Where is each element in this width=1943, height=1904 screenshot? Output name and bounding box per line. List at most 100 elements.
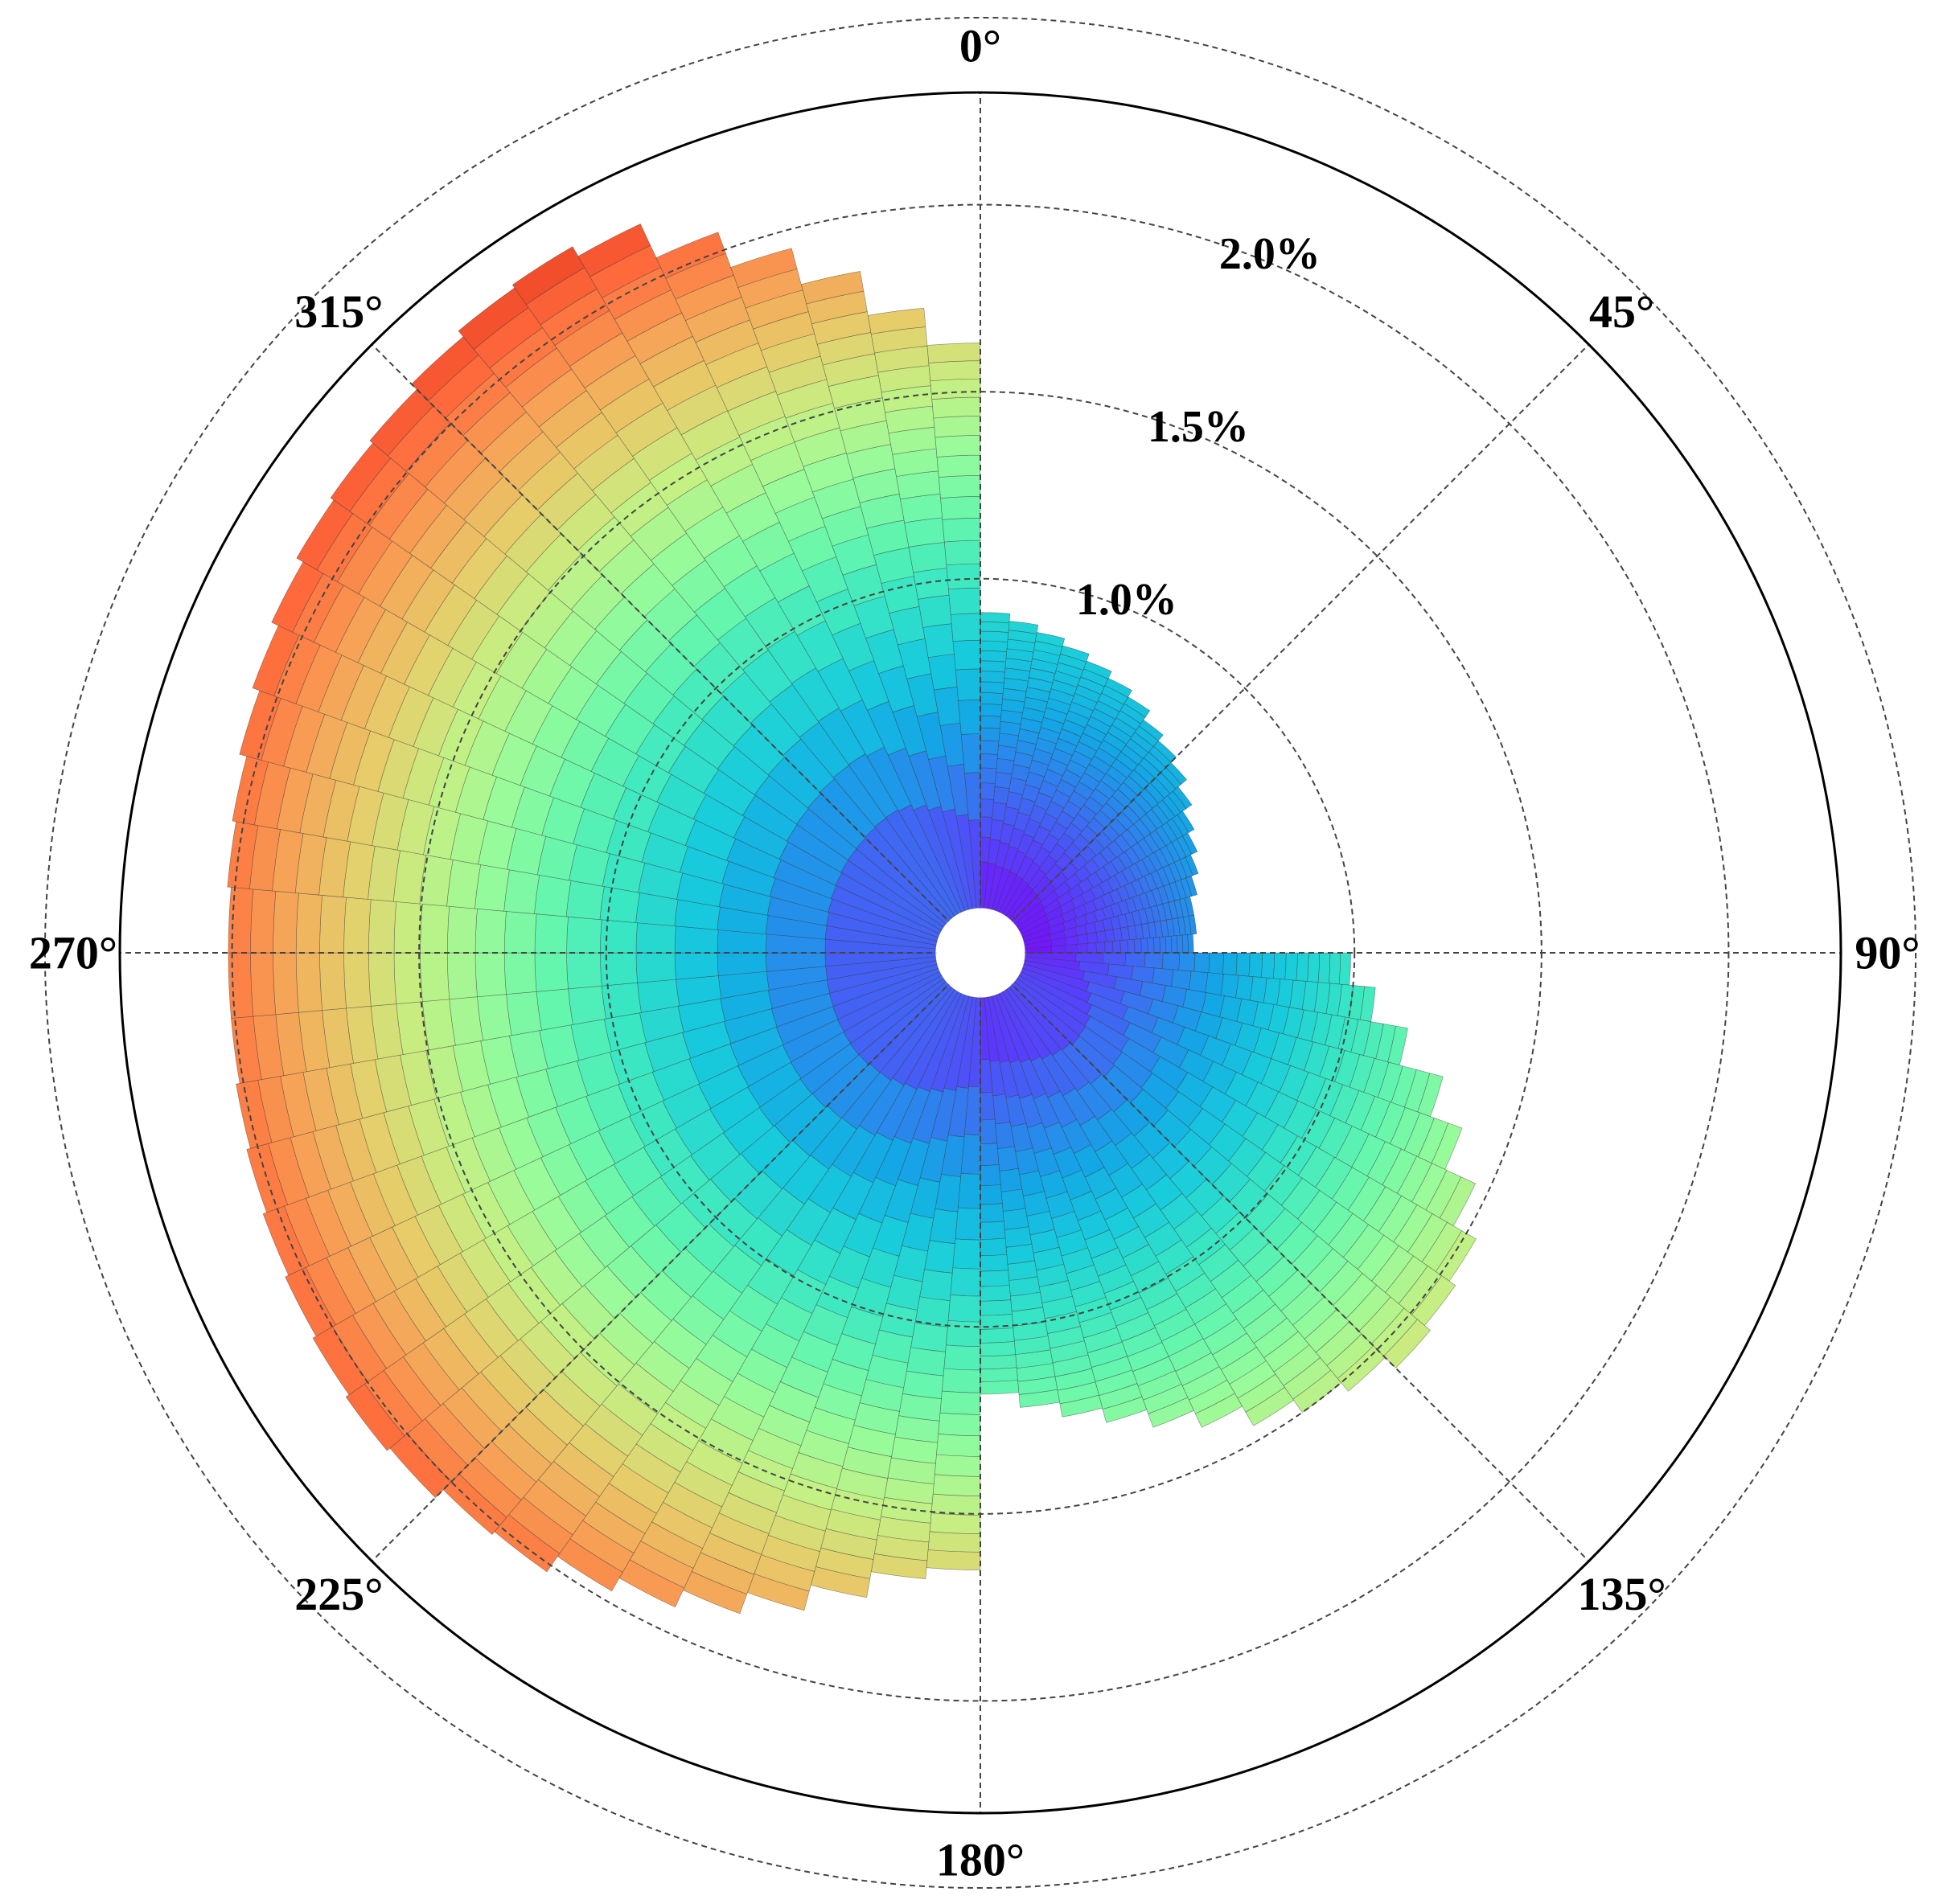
- bar-segment: [1248, 952, 1263, 978]
- bar-segment: [996, 745, 1017, 761]
- bar-segment: [941, 1368, 981, 1393]
- bar-segment: [1193, 952, 1210, 974]
- bar-segment: [950, 613, 981, 642]
- bars-layer: [227, 224, 1477, 1615]
- bar-segment: [980, 660, 1006, 673]
- bar-segment: [926, 1549, 981, 1570]
- bar-segment: [908, 542, 947, 573]
- bar-segment: [506, 991, 542, 1036]
- bar-segment: [1296, 952, 1309, 982]
- bar-segment: [1104, 678, 1132, 698]
- bar-segment: [246, 1143, 289, 1213]
- bar-segment: [980, 1354, 1017, 1370]
- bar-segment: [922, 623, 955, 659]
- theta-tick-label: 180°: [936, 1834, 1025, 1886]
- bar-segment: [955, 668, 981, 701]
- bar-segment: [503, 869, 540, 914]
- bar-segment: [952, 1238, 981, 1270]
- bar-segment: [1161, 952, 1180, 970]
- bar-segment: [1170, 969, 1192, 991]
- bar-segment: [446, 905, 478, 954]
- bar-segment: [1208, 952, 1224, 975]
- bar-segment: [319, 895, 347, 954]
- bar-segment: [1337, 1345, 1386, 1392]
- bar-segment: [368, 952, 397, 1007]
- bar-segment: [1065, 944, 1078, 954]
- bar-segment: [996, 757, 1015, 775]
- bar-segment: [1139, 719, 1164, 741]
- bar-segment: [1383, 1319, 1431, 1368]
- bar-segment: [730, 248, 798, 288]
- bar-segment: [1144, 952, 1164, 970]
- bar-segment: [980, 1341, 1017, 1356]
- bar-segment: [931, 396, 981, 419]
- bar-segment: [980, 1118, 998, 1144]
- bar-segment: [927, 1531, 981, 1553]
- bar-segment: [635, 922, 676, 954]
- bar-segment: [980, 1237, 1008, 1256]
- bar-segment: [935, 435, 981, 458]
- bar-segment: [1087, 942, 1097, 954]
- bar-segment: [1159, 936, 1167, 954]
- bar-segment: [980, 1203, 1004, 1223]
- bar-segment: [1112, 940, 1121, 954]
- bar-segment: [250, 952, 277, 1017]
- bar-segment: [1127, 938, 1136, 954]
- theta-tick-label: 270°: [29, 927, 117, 979]
- bar-segment: [939, 1390, 981, 1415]
- bar-segment: [1194, 1393, 1243, 1428]
- bar-segment: [952, 639, 981, 671]
- bar-segment: [947, 1295, 981, 1323]
- bar-segment: [1102, 1396, 1148, 1423]
- bar-segment: [980, 1270, 1010, 1287]
- bar-segment: [980, 782, 996, 800]
- bar-segment: [1059, 1394, 1103, 1418]
- bar-segment: [420, 903, 450, 954]
- bar-segment: [932, 1474, 981, 1496]
- bar-segment: [477, 994, 512, 1041]
- bar-segment: [918, 594, 952, 628]
- bar-segment: [511, 246, 585, 306]
- bar-segment: [228, 887, 254, 954]
- bar-segment: [1124, 952, 1146, 968]
- bar-segment: [262, 1205, 310, 1276]
- bar-segment: [950, 1267, 981, 1297]
- bar-segment: [924, 1240, 955, 1274]
- bar-segment: [1176, 934, 1184, 954]
- bar-segment: [655, 232, 726, 279]
- bar-segment: [1261, 952, 1275, 979]
- bar-segment: [566, 916, 602, 954]
- bar-segment: [940, 496, 981, 520]
- bar-segment: [926, 343, 981, 363]
- bar-segment: [980, 1299, 1013, 1316]
- bar-segment: [980, 1254, 1008, 1272]
- bar-segment: [1095, 930, 1107, 943]
- bar-segment: [980, 650, 1008, 663]
- bar-segment: [955, 1207, 981, 1241]
- bar-segment: [980, 671, 1005, 683]
- bar-segment: [980, 1092, 996, 1121]
- bar-segment: [565, 880, 605, 920]
- bar-segment: [980, 767, 997, 784]
- bar-segment: [942, 517, 981, 543]
- bar-segment: [319, 952, 347, 1011]
- bar-segment: [948, 587, 981, 615]
- bar-segment: [1338, 952, 1351, 986]
- bar-segment: [1165, 935, 1173, 954]
- bar-segment: [534, 952, 569, 992]
- bar-segment: [1185, 876, 1197, 897]
- theta-tick-label: 90°: [1855, 927, 1920, 979]
- bar-segment: [1050, 945, 1066, 954]
- bar-segment: [904, 517, 945, 548]
- bar-segment: [980, 704, 1003, 717]
- bar-segment: [980, 1143, 1000, 1166]
- bar-segment: [943, 1344, 981, 1371]
- bar-segment: [867, 307, 926, 334]
- bar-segment: [250, 888, 277, 954]
- bar-segment: [1119, 939, 1128, 954]
- bar-segment: [1133, 938, 1142, 954]
- bar-segment: [503, 952, 537, 995]
- bar-segment: [994, 771, 1013, 790]
